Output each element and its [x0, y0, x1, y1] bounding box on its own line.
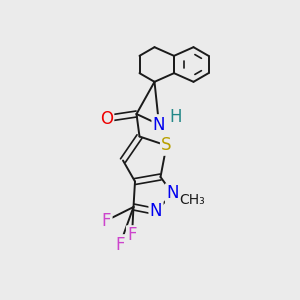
- Text: S: S: [161, 136, 172, 154]
- Text: N: N: [150, 202, 162, 220]
- Text: N: N: [166, 184, 179, 202]
- Text: F: F: [127, 226, 137, 244]
- Text: O: O: [100, 110, 113, 128]
- Text: F: F: [115, 236, 125, 253]
- Text: CH₃: CH₃: [179, 193, 205, 206]
- Text: N: N: [153, 116, 165, 134]
- Text: H: H: [169, 108, 182, 126]
- Text: F: F: [102, 212, 111, 230]
